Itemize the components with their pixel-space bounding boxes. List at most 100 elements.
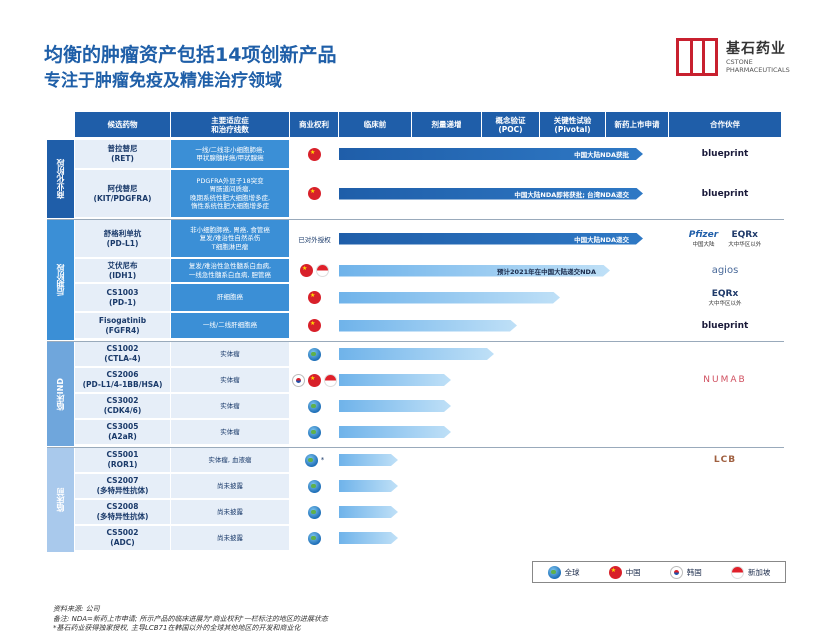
table-row: 普拉替尼 (RET)一线/二线非小细胞肺癌, 甲状腺髓样癌/甲状腺癌 中国大陆ND… (75, 140, 781, 169)
korea-flag-icon (292, 373, 305, 387)
stage-cell (339, 342, 669, 366)
rights-cell (290, 313, 339, 338)
footnotes: 资料来源: 公司 备注: NDA=新药上市申请; 所示产品的临床进展为"商业权利… (53, 605, 328, 634)
progress-bar (339, 233, 643, 245)
company-logo: 基石药业 CSTONE PHARMACEUTICALS (676, 38, 806, 80)
header-preclinical: 临床前 (339, 112, 412, 137)
indication: 实体瘤 (171, 368, 290, 392)
header-dose: 剂量递增 (412, 112, 482, 137)
progress-bar (339, 265, 610, 277)
partner-cell: blueprint (669, 170, 781, 217)
progress-bar (339, 374, 451, 386)
page-title: 均衡的肿瘤资产包括14项创新产品 (44, 44, 337, 66)
stage-cell: 中国大陆NDA即将获批; 台湾NDA递交 (339, 170, 669, 217)
stage-cell (339, 448, 669, 472)
header-drug: 候选药物 (75, 112, 171, 137)
partner-cell (669, 420, 781, 444)
partner-cell (669, 394, 781, 418)
korea-flag-icon (669, 565, 683, 579)
drug-name: CS3002 (CDK4/6) (75, 394, 171, 418)
logo-cn-text: 基石药业 (726, 41, 786, 57)
legend-cn: 中国 (608, 565, 641, 579)
rights-cell (290, 500, 339, 524)
legend-sg: 新加坡 (730, 565, 770, 579)
header-indication: 主要适应症 和治疗线数 (171, 112, 290, 137)
footnote-source: 资料来源: 公司 (53, 605, 100, 613)
rights-footnote-mark: * (320, 456, 325, 464)
stage-cell (339, 420, 669, 444)
stage-cell (339, 474, 669, 498)
indication: 复发/难治性急性髓系白血病, 一线急性髓系白血病, 胆管癌 (171, 259, 290, 282)
table-header: 候选药物 主要适应症 和治疗线数 商业权利 临床前 剂量递增 概念验证 (POC… (75, 112, 781, 137)
legend: 全球 中国 韩国 新加坡 (532, 561, 786, 583)
rights-cell (290, 368, 339, 392)
header-poc: 概念验证 (POC) (482, 112, 540, 137)
stage-cell (339, 284, 669, 311)
stage-cell (339, 368, 669, 392)
drug-name: CS2008 (多特异性抗体) (75, 500, 171, 524)
china-flag-icon (308, 373, 321, 387)
rights-text: 已对外授权 (298, 235, 331, 244)
progress-label: 预计2021年在中国大陆递交NDA (497, 267, 596, 276)
legend-kr: 韩国 (669, 565, 702, 579)
logo-en-text: CSTONE PHARMACEUTICALS (726, 58, 790, 74)
table-row: CS5001 (ROR1) 实体瘤, 血液瘤 * LCB (75, 448, 781, 473)
rights-cell (290, 170, 339, 217)
header-nda: 新药上市申请 (606, 112, 669, 137)
table-row: 舒格利单抗 (PD-L1) 非小细胞肺癌, 胃癌, 食管癌 复发/难治性自然杀伤 … (75, 220, 781, 258)
partner-cell (669, 500, 781, 524)
progress-bar (339, 480, 398, 492)
table-row: CS2007 (多特异性抗体) 尚未披露 (75, 474, 781, 499)
footnote-license: *基石药业获得独家授权, 主导LCB71在韩国以外的全球其他地区的开发和商业化 (53, 624, 301, 632)
table-row: 阿伐替尼 (KIT/PDGFRA) PDGFRA外显子18突变 胃肠道间质瘤, 晚… (75, 170, 781, 218)
group-label-preclinical: 临床前 (47, 448, 74, 552)
table-row: 艾伏尼布 (IDH1) 复发/难治性急性髓系白血病, 一线急性髓系白血病, 胆管癌… (75, 259, 781, 283)
header-pivotal: 关键性试验 (Pivotal) (540, 112, 606, 137)
singapore-flag-icon (730, 565, 744, 579)
progress-bar (339, 188, 643, 200)
stage-cell: 中国大陆NDA递交 (339, 220, 669, 257)
china-flag-icon (300, 264, 313, 277)
drug-name: CS2006 (PD-L1/4-1BB/HSA) (75, 368, 171, 392)
rights-cell (290, 140, 339, 168)
drug-name: CS1002 (CTLA-4) (75, 342, 171, 366)
rights-cell (290, 474, 339, 498)
china-flag-icon (308, 187, 321, 200)
indication: 实体瘤, 血液瘤 (171, 448, 290, 472)
blueprint-logo: blueprint (701, 149, 749, 159)
group-label-late: 后期阶段 (47, 220, 74, 340)
stage-cell (339, 394, 669, 418)
drug-name: 阿伐替尼 (KIT/PDGFRA) (75, 170, 171, 217)
table-row: CS2008 (多特异性抗体) 尚未披露 (75, 500, 781, 525)
china-flag-icon (308, 147, 321, 161)
stage-cell (339, 500, 669, 524)
pfizer-logo: Pfizer (688, 229, 719, 240)
partner-region: 大中华区以外 (728, 241, 762, 248)
globe-icon (308, 531, 321, 545)
stage-cell: 预计2021年在中国大陆递交NDA (339, 259, 669, 282)
progress-label: 中国大陆NDA递交 (574, 235, 629, 244)
drug-name: CS2007 (多特异性抗体) (75, 474, 171, 498)
drug-name: 舒格利单抗 (PD-L1) (75, 220, 171, 257)
blueprint-logo: blueprint (701, 188, 749, 199)
eqrx-logo: EQRx (711, 288, 739, 299)
group-label-commercial: 商业化阶段 (47, 140, 74, 218)
partner-region: 中国大陆 (692, 241, 715, 248)
indication: 一线/二线非小细胞肺癌, 甲状腺髓样癌/甲状腺癌 (171, 140, 290, 168)
partner-region: 大中华区以外 (708, 300, 742, 307)
globe-icon (308, 505, 321, 519)
partner-cell (669, 526, 781, 550)
drug-name: CS3005 (A2aR) (75, 420, 171, 444)
stage-cell: 中国大陆NDA获批 (339, 140, 669, 168)
partner-cell (669, 342, 781, 366)
indication: 肝细胞癌 (171, 284, 290, 311)
partner-cell: blueprint (669, 140, 781, 168)
globe-icon (308, 425, 321, 439)
table-row: CS5002 (ADC) 尚未披露 (75, 526, 781, 551)
group-divider (47, 219, 784, 220)
eqrx-logo: EQRx (731, 229, 758, 240)
group-divider (47, 447, 784, 448)
globe-icon (304, 453, 318, 467)
partner-cell: agios (669, 259, 781, 282)
